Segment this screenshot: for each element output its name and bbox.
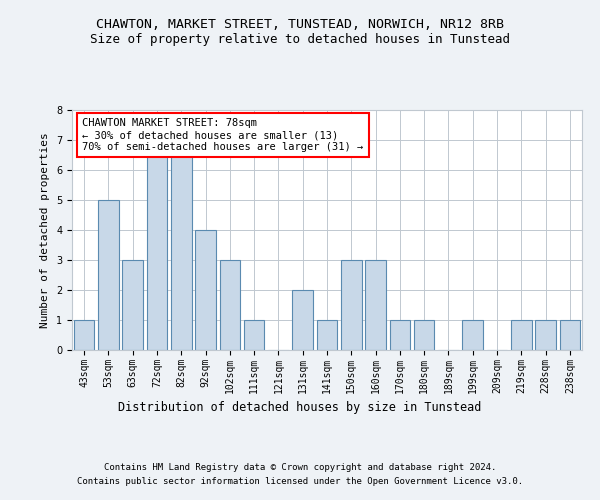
Bar: [511, 320, 532, 350]
Bar: [292, 290, 313, 350]
Bar: [560, 320, 580, 350]
Bar: [74, 320, 94, 350]
Bar: [317, 320, 337, 350]
Bar: [414, 320, 434, 350]
Text: CHAWTON, MARKET STREET, TUNSTEAD, NORWICH, NR12 8RB: CHAWTON, MARKET STREET, TUNSTEAD, NORWIC…: [96, 18, 504, 30]
Bar: [341, 260, 362, 350]
Bar: [122, 260, 143, 350]
Bar: [365, 260, 386, 350]
Bar: [463, 320, 483, 350]
Bar: [195, 230, 216, 350]
Text: Contains public sector information licensed under the Open Government Licence v3: Contains public sector information licen…: [77, 476, 523, 486]
Bar: [220, 260, 240, 350]
Text: Contains HM Land Registry data © Crown copyright and database right 2024.: Contains HM Land Registry data © Crown c…: [104, 463, 496, 472]
Bar: [244, 320, 265, 350]
Text: Distribution of detached houses by size in Tunstead: Distribution of detached houses by size …: [118, 401, 482, 414]
Bar: [535, 320, 556, 350]
Text: Size of property relative to detached houses in Tunstead: Size of property relative to detached ho…: [90, 32, 510, 46]
Y-axis label: Number of detached properties: Number of detached properties: [40, 132, 50, 328]
Bar: [171, 140, 191, 350]
Text: CHAWTON MARKET STREET: 78sqm
← 30% of detached houses are smaller (13)
70% of se: CHAWTON MARKET STREET: 78sqm ← 30% of de…: [82, 118, 364, 152]
Bar: [389, 320, 410, 350]
Bar: [98, 200, 119, 350]
Bar: [146, 140, 167, 350]
